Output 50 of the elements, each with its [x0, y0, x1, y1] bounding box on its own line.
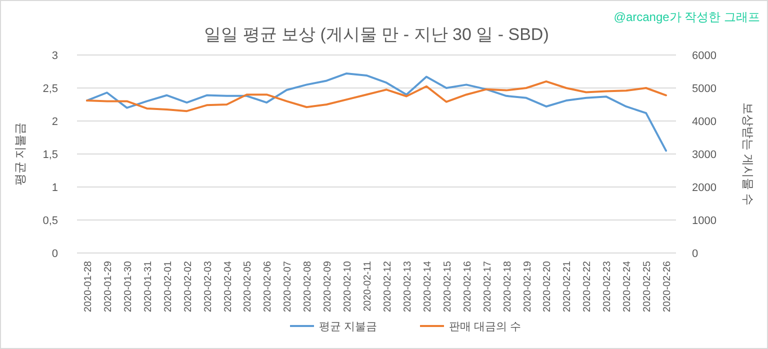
x-tick-label: 2020-02-11 — [362, 260, 374, 312]
y-tick-label: 1 — [52, 182, 58, 194]
x-tick-label: 2020-02-12 — [382, 260, 394, 312]
x-tick-label: 2020-01-29 — [102, 260, 114, 312]
x-tick-label: 2020-02-25 — [642, 260, 654, 312]
x-tick-label: 2020-02-05 — [242, 260, 254, 312]
y2-tick-label: 4000 — [692, 116, 716, 128]
x-tick-label: 2020-02-01 — [162, 260, 174, 312]
x-tick-label: 2020-02-06 — [262, 260, 274, 312]
y2-axis-title: 보상받는 게시물 수 — [741, 102, 755, 206]
y-tick-label: 2,5 — [42, 83, 58, 95]
y-axis-title: 평균 지불금 — [13, 122, 27, 186]
text: @arcange가 작성한 그래프 — [614, 10, 760, 24]
x-tick-label: 2020-02-23 — [602, 260, 614, 312]
y-tick-label: 1,5 — [42, 149, 58, 161]
x-tick-label: 2020-01-28 — [82, 260, 94, 312]
y2-tick-label: 5000 — [692, 83, 716, 95]
legend-label: 평균 지불금 — [319, 321, 378, 333]
x-tick-label: 2020-02-17 — [482, 260, 494, 312]
x-tick-label: 2020-02-24 — [622, 260, 634, 312]
chart-title: 일일 평균 보상 (게시물 만 - 지난 30 일 - SBD) — [204, 25, 549, 44]
y-tick-label: 2 — [52, 116, 58, 128]
x-tick-label: 2020-02-14 — [422, 260, 434, 312]
x-tick-label: 2020-02-13 — [402, 260, 414, 312]
x-tick-label: 2020-02-09 — [322, 260, 334, 312]
legend-label: 판매 대금의 수 — [449, 321, 522, 333]
y-tick-label: 0,5 — [42, 215, 58, 227]
y2-tick-label: 3000 — [692, 149, 716, 161]
x-tick-label: 2020-02-16 — [462, 260, 474, 312]
x-tick-label: 2020-01-30 — [122, 260, 134, 312]
y2-tick-label: 2000 — [692, 182, 716, 194]
y2-tick-label: 1000 — [692, 215, 716, 227]
x-tick-label: 2020-02-18 — [502, 260, 514, 312]
y-tick-label: 0 — [52, 248, 58, 260]
x-tick-label: 2020-02-02 — [182, 260, 194, 312]
x-tick-label: 2020-02-03 — [202, 260, 214, 312]
y-tick-label: 3 — [52, 50, 58, 62]
x-tick-label: 2020-02-08 — [302, 260, 314, 312]
y2-tick-label: 0 — [692, 248, 698, 260]
y2-tick-label: 6000 — [692, 50, 716, 62]
x-tick-label: 2020-02-19 — [522, 260, 534, 312]
x-tick-label: 2020-02-07 — [282, 260, 294, 312]
x-tick-label: 2020-02-15 — [442, 260, 454, 312]
x-tick-label: 2020-02-20 — [542, 260, 554, 312]
x-tick-label: 2020-01-31 — [142, 260, 154, 312]
x-tick-label: 2020-02-26 — [662, 260, 674, 312]
x-tick-label: 2020-02-10 — [342, 260, 354, 312]
x-tick-label: 2020-02-21 — [562, 260, 574, 312]
x-tick-label: 2020-02-22 — [582, 260, 594, 312]
x-tick-label: 2020-02-04 — [222, 260, 234, 312]
